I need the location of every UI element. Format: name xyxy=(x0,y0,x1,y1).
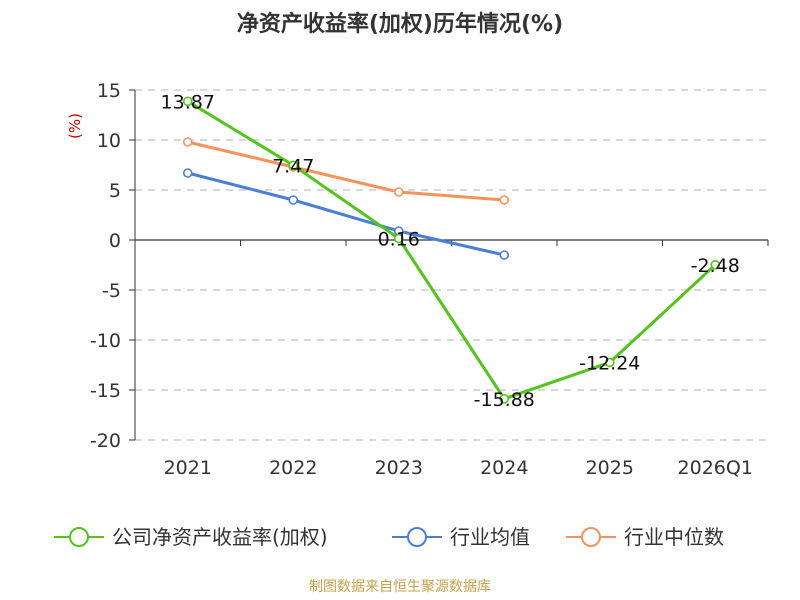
x-axis-tick-label: 2025 xyxy=(586,457,634,479)
x-axis-tick-label: 2024 xyxy=(480,457,528,479)
legend-label: 行业中位数 xyxy=(624,525,724,549)
axes: 15 10 5 0 -5 -10 -15 -20 2021 2022 2023 2024 2025 202… xyxy=(90,80,769,479)
legend-marker-icon xyxy=(581,527,601,547)
source-note: 制图数据来自恒生聚源数据库 xyxy=(309,579,491,595)
y-axis-tick-label: 5 xyxy=(109,180,121,202)
data-label: 13.87 xyxy=(161,91,215,113)
legend-label: 行业均值 xyxy=(450,525,530,549)
data-label: 0.16 xyxy=(378,228,420,250)
data-point xyxy=(393,233,404,244)
legend-label: 公司净资产收益率(加权) xyxy=(112,525,328,549)
data-label: -12.24 xyxy=(579,352,640,374)
chart-title: 净资产收益率(加权)历年情况(%) xyxy=(236,12,564,37)
y-axis-tick-label: 0 xyxy=(109,230,121,252)
x-axis-tick-label: 2022 xyxy=(269,457,317,479)
data-label: 7.47 xyxy=(272,155,314,177)
data-point xyxy=(288,160,299,171)
series-0 xyxy=(182,96,721,404)
data-point xyxy=(393,187,404,197)
legend-item-0[interactable]: 公司净资产收益率(加权) xyxy=(54,525,328,549)
legend: 公司净资产收益率(加权) 行业均值 行业中位数 xyxy=(54,525,724,549)
x-axis-tick-label: 2026Q1 xyxy=(678,457,753,479)
legend-item-1[interactable]: 行业均值 xyxy=(392,525,530,549)
data-point xyxy=(499,250,510,260)
y-axis-tick-label: 10 xyxy=(97,130,121,152)
data-point xyxy=(499,393,510,404)
data-point xyxy=(288,195,299,205)
x-axis-tick-label: 2023 xyxy=(375,457,423,479)
y-axis-tick-label: -5 xyxy=(102,280,121,302)
y-axis-tick-label: -10 xyxy=(90,330,121,352)
legend-marker-icon xyxy=(69,527,89,547)
data-label: -15.88 xyxy=(474,389,535,411)
x-axis-tick-label: 2021 xyxy=(164,457,212,479)
legend-item-2[interactable]: 行业中位数 xyxy=(566,525,724,549)
y-axis-tick-label: -20 xyxy=(90,430,121,452)
data-label: -2.48 xyxy=(691,255,740,277)
data-point xyxy=(182,168,193,178)
series-line xyxy=(186,100,717,401)
y-axis-unit-label: (%) xyxy=(66,113,84,139)
grid-lines xyxy=(135,89,768,441)
series-line xyxy=(187,171,505,257)
series xyxy=(182,96,721,404)
series-line xyxy=(187,140,505,202)
y-axis-tick-label: -15 xyxy=(90,380,121,402)
data-point xyxy=(182,137,193,147)
series-2 xyxy=(182,137,510,205)
data-point xyxy=(710,259,721,270)
data-point xyxy=(499,195,510,205)
data-labels: 13.87 7.47 0.16 -15.88 -12.24 -2.48 xyxy=(161,91,740,411)
y-axis-tick-label: 15 xyxy=(97,80,121,102)
data-point xyxy=(604,357,615,368)
legend-marker-icon xyxy=(407,527,427,547)
series-1 xyxy=(182,168,510,260)
data-point xyxy=(182,96,193,107)
